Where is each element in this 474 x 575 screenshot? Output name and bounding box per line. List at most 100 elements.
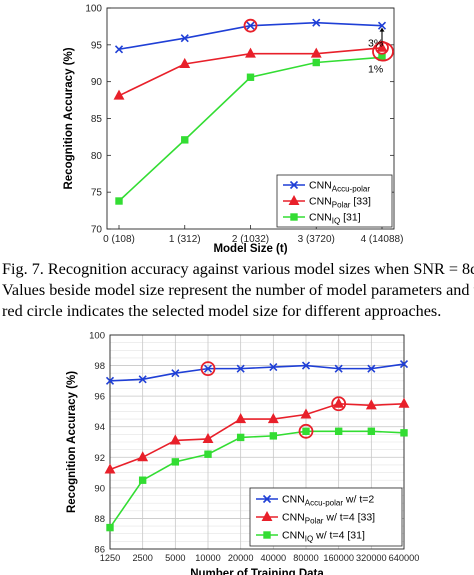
series-line-1 — [109, 402, 405, 471]
data-point-2-8 — [367, 427, 376, 435]
data-point-0-6 — [301, 361, 311, 370]
data-point-0-1 — [180, 34, 189, 43]
x-axis-label: Number of Training Data — [190, 568, 324, 575]
training-data-chart: 86 88 90 92 94 96 98 100 1250 2500 5000 10000 20000 4… — [66, 331, 420, 575]
legend-marker-0 — [289, 180, 299, 190]
caption-line-3: red circle indicates the selected model … — [2, 302, 442, 320]
series-0 — [105, 359, 409, 385]
caption-line-2: Values beside model size represent the n… — [2, 281, 474, 299]
legend-marker-0 — [262, 494, 272, 504]
x-tick-label-7: 160000 — [323, 553, 354, 563]
data-point-0-0 — [105, 376, 115, 385]
data-point-2-3 — [204, 450, 212, 458]
figure-caption: Fig. 7. Recognition accuracy against var… — [2, 259, 474, 322]
data-point-0-3 — [312, 18, 321, 27]
data-point-1-2 — [245, 47, 256, 58]
y-tick-label-3: 92 — [94, 453, 105, 464]
legend: CNNAccu-polar CNNPolar [33] CNNIQ [31] — [276, 174, 393, 228]
x-tick-label-3: 10000 — [195, 553, 221, 563]
y-tick-label-4: 94 — [94, 422, 105, 433]
annotation-3pct: 3% — [368, 38, 383, 50]
data-point-2-5 — [269, 432, 278, 440]
data-point-0-2 — [246, 21, 255, 30]
legend-label-0: CNNAccu-polar w/ t=2 — [282, 494, 374, 508]
series-2 — [115, 53, 386, 205]
data-point-1-7 — [333, 397, 345, 408]
y-tick-label-0: 70 — [91, 225, 103, 236]
annotation-arrowhead — [379, 27, 385, 32]
data-point-0-7 — [334, 364, 343, 373]
data-point-1-2 — [169, 434, 181, 445]
series-0 — [114, 18, 387, 54]
data-point-1-4 — [235, 413, 247, 424]
data-point-1-0 — [104, 463, 116, 474]
data-point-2-2 — [246, 73, 255, 81]
x-tick-label-8: 320000 — [356, 553, 387, 563]
data-point-2-2 — [171, 458, 180, 466]
data-point-0-4 — [377, 21, 387, 30]
model-size-chart: 70 75 80 85 90 95 100 0 (108) 1 (312) 2 (1032) 3 (… — [63, 4, 404, 256]
y-tick-label-4: 90 — [91, 77, 103, 88]
plot-frame — [109, 334, 405, 550]
legend-marker-2 — [290, 213, 298, 221]
x-tick-label-3: 3 (3720) — [298, 234, 335, 245]
caption-line-1: Fig. 7. Recognition accuracy against var… — [2, 260, 474, 278]
data-point-0-0 — [114, 45, 124, 54]
x-tick-label-2: 2 (1032) — [232, 234, 269, 245]
y-tick-label-1: 75 — [91, 188, 103, 199]
data-point-0-2 — [171, 369, 180, 378]
annotation-1pct: 1% — [368, 63, 383, 75]
data-point-1-4 — [376, 41, 388, 52]
series-1 — [104, 397, 410, 474]
legend-label-1: CNNPolar [33] — [309, 196, 371, 210]
data-point-0-8 — [367, 364, 376, 373]
data-point-1-3 — [310, 47, 322, 58]
x-tick-label-6: 80000 — [293, 553, 319, 563]
legend-marker-1 — [261, 510, 273, 521]
highlight-circle-1 — [331, 396, 347, 412]
data-point-2-0 — [106, 523, 114, 532]
legend-marker-2 — [263, 531, 271, 539]
data-point-1-1 — [179, 57, 191, 68]
y-tick-label-6: 100 — [85, 4, 102, 15]
x-tick-label-1: 2500 — [132, 553, 152, 563]
series-2 — [106, 427, 408, 532]
highlight-circle-2 — [298, 423, 314, 439]
data-point-1-3 — [202, 432, 214, 443]
data-point-2-9 — [400, 429, 408, 437]
y-axis-label: Recognition Accuracy (%) — [63, 47, 75, 189]
x-tick-label-1: 1 (312) — [169, 234, 201, 245]
data-point-0-3 — [203, 364, 213, 373]
data-point-2-4 — [236, 433, 245, 442]
legend: CNNAccu-polar w/ t=2 CNNPolar w/ t=4 [33]… — [249, 487, 403, 547]
y-tick-label-0: 86 — [94, 545, 105, 556]
data-point-2-0 — [115, 197, 123, 205]
x-tick-label-0: 1250 — [100, 553, 120, 563]
data-point-1-9 — [398, 397, 410, 408]
data-point-0-1 — [138, 375, 147, 384]
legend-marker-1 — [288, 194, 300, 205]
legend-label-0: CNNAccu-polar — [309, 180, 370, 194]
x-tick-label-5: 40000 — [261, 553, 287, 563]
x-tick-label-9: 640000 — [389, 553, 420, 563]
data-point-1-1 — [137, 451, 149, 462]
y-tick-label-7: 100 — [89, 331, 105, 342]
data-point-0-4 — [236, 364, 245, 373]
data-point-0-9 — [399, 359, 409, 369]
data-point-2-3 — [312, 58, 320, 67]
x-tick-label-2: 5000 — [165, 553, 185, 563]
data-point-1-5 — [267, 413, 279, 424]
x-tick-label-4: 20000 — [228, 553, 254, 563]
y-tick-label-1: 88 — [94, 514, 105, 525]
data-point-1-0 — [113, 89, 125, 100]
y-tick-label-5: 96 — [94, 392, 105, 403]
y-tick-label-6: 98 — [94, 361, 105, 372]
y-tick-label-2: 90 — [94, 483, 105, 494]
data-point-2-6 — [302, 427, 310, 435]
x-tick-label-4: 4 (14088) — [361, 234, 404, 245]
y-tick-label-5: 95 — [91, 40, 103, 51]
x-axis-label: Model Size (t) — [213, 243, 287, 255]
y-tick-label-2: 80 — [91, 151, 103, 162]
series-line-2 — [109, 430, 405, 529]
y-axis-label: Recognition Accuracy (%) — [66, 371, 78, 513]
